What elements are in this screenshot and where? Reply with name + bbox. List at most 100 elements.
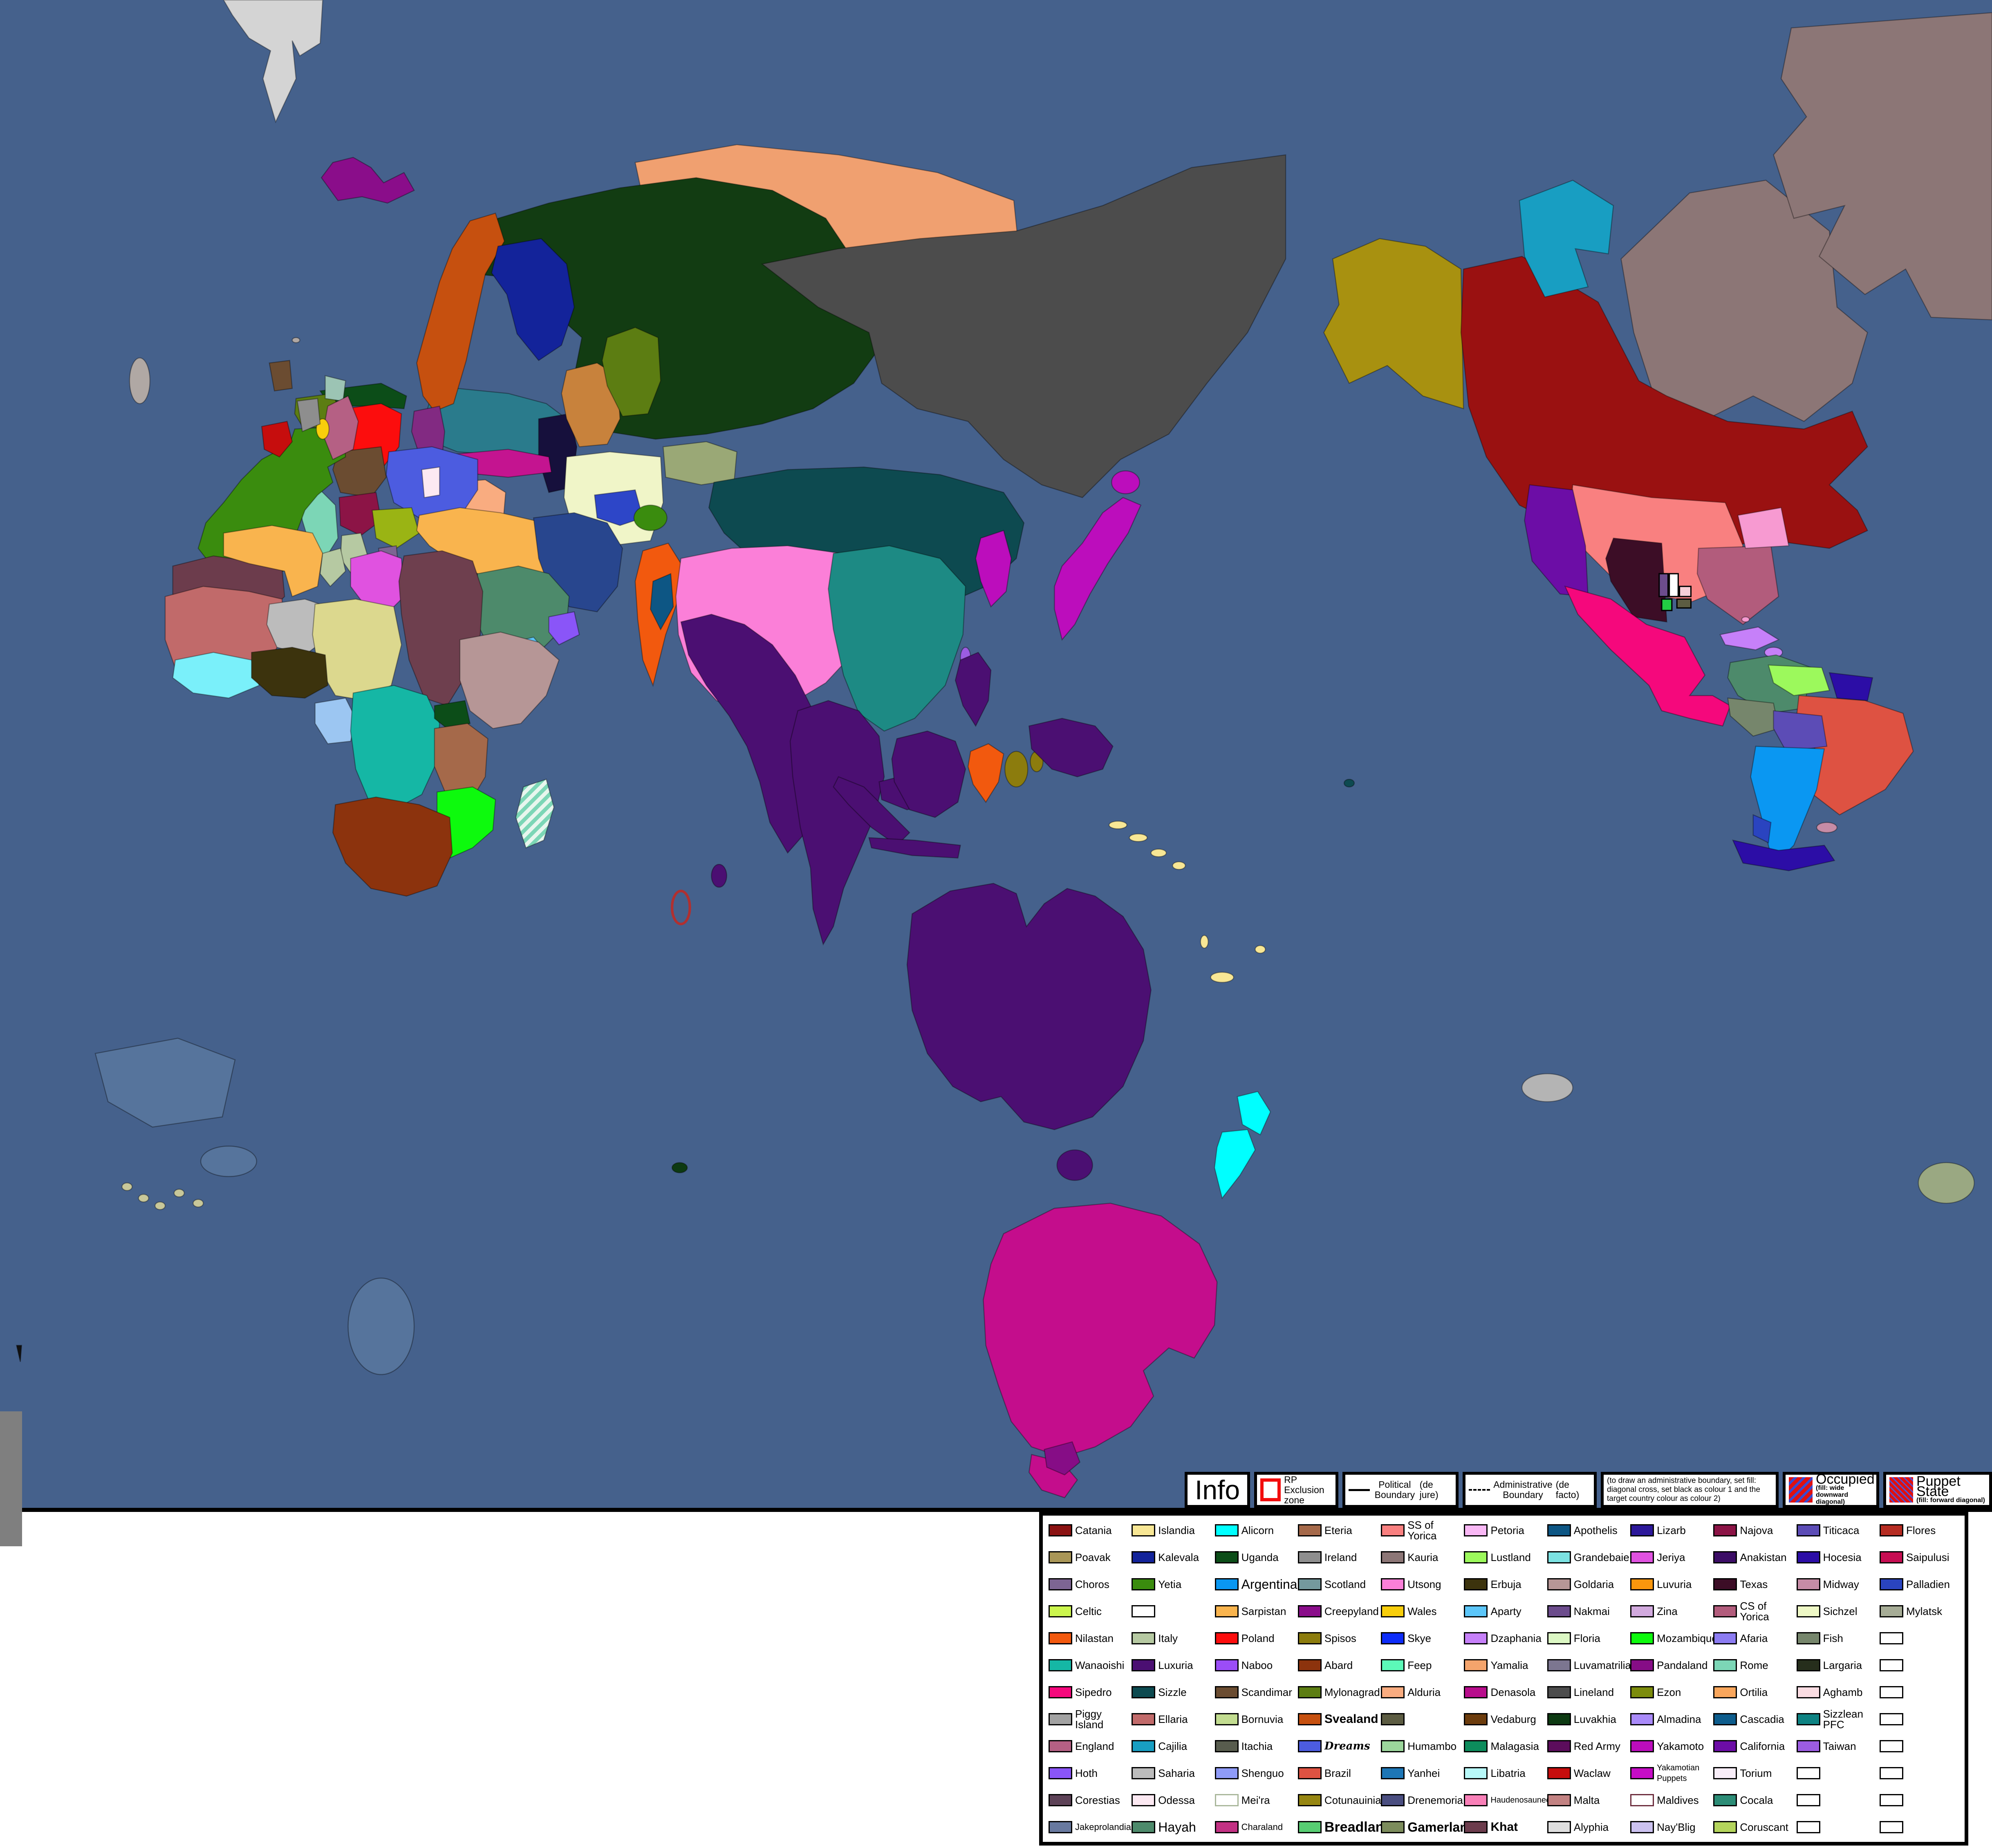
legend-color-swatch [1214, 1686, 1239, 1698]
legend-country-label: Spisos [1324, 1632, 1356, 1644]
map-region-islandia-vanuatu [1200, 935, 1209, 949]
legend-country-label: Cajilia [1158, 1740, 1188, 1752]
legend-column: Petoria Lustland Erbuja Aparty Dzaphania Yama… [1464, 1518, 1551, 1839]
legend-country-label: Scandimar [1241, 1686, 1292, 1698]
legend-color-swatch [1464, 1767, 1488, 1779]
map-region-luxuria-australia [906, 883, 1152, 1130]
legend-color-swatch [1049, 1740, 1072, 1752]
legend-color-swatch [1547, 1686, 1571, 1698]
legend-entry: SS of Yorica [1381, 1518, 1462, 1543]
legend-country-label: Afaria [1740, 1632, 1768, 1644]
legend-color-swatch [1630, 1524, 1654, 1536]
map-region-islandia-solomons-4 [1172, 861, 1186, 870]
map-region-fish-peru [1727, 697, 1779, 737]
legend-country-label: Sizzle [1158, 1686, 1187, 1698]
legend-country-label: Ortilia [1740, 1686, 1768, 1698]
legend-color-swatch [1464, 1821, 1488, 1833]
map-region-rp-exclusion-ellipse [670, 890, 691, 926]
legend-country-label: Poavak [1075, 1551, 1111, 1563]
legend-entry [1132, 1599, 1212, 1624]
legend-country-label: Mei'ra [1241, 1794, 1270, 1806]
legend-entry [1879, 1761, 1961, 1785]
legend-entry: Ortilia [1713, 1680, 1794, 1704]
legend-country-label: Maldives [1657, 1794, 1699, 1806]
legend-entry: Sizzle [1132, 1680, 1212, 1704]
legend-color-swatch [1796, 1632, 1820, 1644]
legend-color-swatch [1464, 1659, 1488, 1671]
map-region-erbuja-nigeria [251, 646, 329, 699]
legend-color-swatch [1381, 1632, 1405, 1644]
legend-country-label: Kauria [1407, 1551, 1439, 1563]
legend-country-label: Feep [1407, 1659, 1432, 1671]
legend-column: Flores Saipulusi Palladien Mylatsk [1879, 1518, 1961, 1839]
map-region-khaki-atoll-5 [193, 1199, 204, 1208]
legend-color-swatch [1464, 1713, 1488, 1725]
map-region-turkmen-green [633, 505, 668, 531]
legend-entry: Lustland [1464, 1545, 1545, 1570]
world-map-canvas[interactable] [0, 0, 1992, 1512]
legend-country-label: Charaland [1241, 1822, 1283, 1832]
legend-entry: Rome [1713, 1653, 1794, 1678]
legend-entry: Erbuja [1464, 1572, 1545, 1597]
legend-entry: Utsong [1381, 1572, 1462, 1597]
map-region-luxuria-tasmania [1056, 1149, 1093, 1181]
legend-entry: Jeriya [1630, 1545, 1711, 1570]
legend-country-label: Red Army [1573, 1740, 1620, 1752]
legend-entry: Svealand [1297, 1707, 1379, 1731]
legend-entry: Spisos [1297, 1626, 1379, 1651]
legend-color-swatch [1796, 1524, 1820, 1536]
legend-color-swatch [1796, 1767, 1820, 1779]
admin-boundary-item: Administrative Boundary (de facto) [1463, 1472, 1597, 1508]
left-scroll-bar[interactable] [0, 1411, 22, 1546]
map-region-goldaria-horn [459, 631, 560, 729]
legend-country-label: Jakeprolandia [1075, 1822, 1131, 1832]
legend-entry: Aghamb [1796, 1680, 1878, 1704]
legend-country-label: Waclaw [1573, 1767, 1611, 1779]
legend-color-swatch [1132, 1821, 1156, 1833]
map-region-scotland-region [325, 375, 346, 402]
map-region-alicorn-nz-north [1237, 1091, 1271, 1136]
legend-color-swatch [1713, 1632, 1737, 1644]
legend-entry: Argentina [1214, 1572, 1297, 1597]
map-region-yakamoto-hokkaido [1111, 470, 1140, 494]
legend-entry: Texas [1713, 1572, 1794, 1597]
legend-color-swatch [1381, 1686, 1405, 1698]
legend-country-label: Humambo [1407, 1740, 1457, 1752]
legend-entry: Catania [1049, 1518, 1129, 1543]
legend-entry: Gamerlandia [1381, 1815, 1487, 1839]
legend-entry: Ireland [1297, 1545, 1379, 1570]
legend-country-label: Aparty [1490, 1605, 1521, 1617]
legend-entry: Midway [1796, 1572, 1878, 1597]
legend-color-swatch [1547, 1767, 1571, 1779]
map-region-kauria-top-right [1773, 12, 1992, 321]
legend-entry: Alicorn [1214, 1518, 1296, 1543]
legend-color-swatch [1381, 1578, 1405, 1590]
legend-color-swatch [1547, 1740, 1571, 1752]
legend-color-swatch [1879, 1686, 1903, 1698]
legend-country-label: Odessa [1158, 1794, 1195, 1806]
legend-color-swatch [1879, 1713, 1903, 1725]
map-region-islandia-solomons-2 [1129, 833, 1148, 842]
legend-color-swatch [1713, 1821, 1737, 1833]
legend-color-swatch [1132, 1713, 1156, 1725]
legend-color-swatch [1796, 1740, 1820, 1752]
map-region-wanaoishi-congo [350, 685, 440, 810]
legend-color-swatch [1049, 1632, 1072, 1644]
legend-column: Titicaca Hocesia Midway Sichzel Fish Largaria… [1796, 1518, 1878, 1839]
map-region-central-asia-blue [594, 489, 644, 526]
legend-entry: Titicaca [1796, 1518, 1878, 1543]
legend-entry: Flores [1879, 1518, 1961, 1543]
legend-color-swatch [1381, 1524, 1405, 1536]
legend-color-swatch [1796, 1686, 1820, 1698]
legend-country-label: Poland [1241, 1632, 1275, 1644]
legend-color-swatch [1132, 1740, 1156, 1752]
legend-color-swatch [1464, 1632, 1488, 1644]
legend-country-label: Erbuja [1490, 1578, 1521, 1590]
map-region-luxuria-new-guinea [1028, 718, 1114, 778]
legend-country-label: Argentina [1241, 1577, 1297, 1592]
map-region-islandia-fiji [1255, 945, 1266, 954]
legend-color-swatch [1796, 1659, 1820, 1671]
legend-entry: Drenemoria [1381, 1788, 1463, 1812]
legend-country-label: Svealand [1324, 1712, 1378, 1726]
legend-country-label: Zina [1657, 1605, 1678, 1617]
